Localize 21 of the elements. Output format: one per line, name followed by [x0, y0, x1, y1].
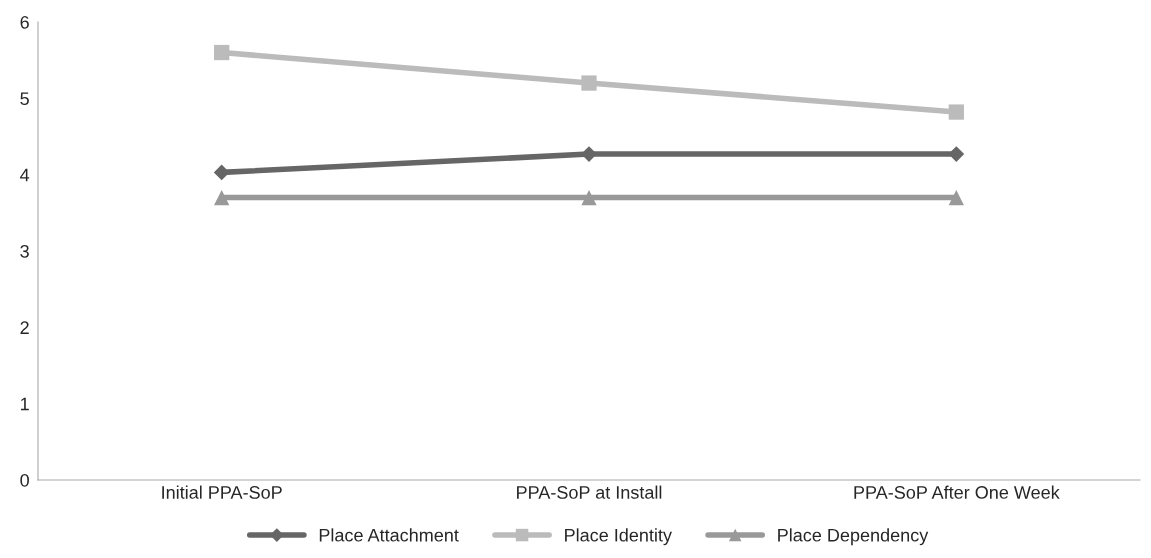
point	[948, 189, 964, 206]
point	[581, 189, 597, 206]
point	[948, 146, 965, 162]
x-tick-label: PPA-SoP at Install	[517, 485, 662, 499]
legend-label: Place Dependency	[778, 528, 929, 546]
legend-label: Place Identity	[565, 528, 672, 546]
point	[948, 104, 964, 120]
y-tick-label: 5	[20, 92, 29, 106]
y-tick-label: 3	[20, 244, 29, 258]
y-tick-label: 2	[20, 321, 29, 334]
point	[214, 44, 230, 61]
point	[581, 146, 597, 162]
y-tick-label: 0	[20, 473, 29, 487]
point	[214, 189, 230, 206]
legend-label: Place Attachment	[319, 528, 459, 542]
x-tick-label: Initial PPA-SoP	[162, 485, 282, 499]
y-tick-label: 4	[20, 168, 30, 182]
y-tick-label: 1	[21, 397, 29, 411]
y-tick-label: 6	[20, 15, 29, 29]
point	[581, 75, 597, 91]
x-tick-label: PPA-SoP After One Week	[854, 485, 1060, 499]
